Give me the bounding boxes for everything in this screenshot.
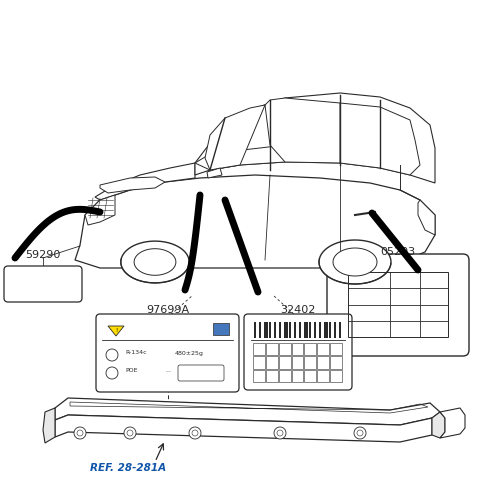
Polygon shape	[55, 415, 432, 442]
Bar	[299, 322, 301, 338]
Bar	[348, 272, 448, 337]
Polygon shape	[134, 248, 176, 275]
Bar	[266, 356, 278, 369]
Text: ...: ...	[165, 368, 171, 374]
Polygon shape	[265, 98, 340, 163]
Polygon shape	[207, 168, 222, 178]
Text: REF. 28-281A: REF. 28-281A	[90, 463, 166, 473]
Text: 32402: 32402	[280, 305, 316, 315]
Bar	[289, 322, 291, 338]
Polygon shape	[75, 175, 435, 268]
Bar	[309, 322, 311, 338]
Bar	[317, 356, 329, 369]
Bar	[266, 370, 278, 382]
Text: 05203: 05203	[381, 247, 416, 257]
Bar	[254, 322, 256, 338]
FancyBboxPatch shape	[178, 365, 224, 381]
Circle shape	[124, 427, 136, 439]
Bar	[339, 322, 341, 338]
Bar	[330, 356, 342, 369]
Polygon shape	[85, 195, 115, 225]
Text: !: !	[115, 328, 117, 332]
Text: POE: POE	[125, 368, 137, 374]
Text: R-134c: R-134c	[125, 350, 146, 355]
Polygon shape	[333, 248, 377, 276]
FancyBboxPatch shape	[327, 254, 469, 356]
Polygon shape	[55, 398, 440, 425]
Polygon shape	[205, 105, 265, 170]
Polygon shape	[108, 326, 124, 336]
Bar	[284, 322, 288, 338]
Circle shape	[74, 427, 86, 439]
Polygon shape	[440, 408, 465, 438]
Polygon shape	[418, 200, 435, 235]
Polygon shape	[319, 240, 391, 284]
Text: 97699A: 97699A	[146, 305, 189, 315]
Bar	[291, 370, 303, 382]
Bar	[329, 322, 331, 338]
Bar	[269, 322, 271, 338]
Bar	[304, 343, 316, 355]
Circle shape	[274, 427, 286, 439]
Bar	[259, 322, 261, 338]
Bar	[279, 322, 281, 338]
Bar	[334, 322, 336, 338]
Polygon shape	[43, 408, 55, 443]
Bar	[279, 370, 290, 382]
Text: 59290: 59290	[25, 250, 60, 260]
Polygon shape	[95, 163, 195, 200]
Bar	[279, 343, 290, 355]
Polygon shape	[100, 177, 165, 193]
Bar	[253, 370, 265, 382]
Polygon shape	[195, 145, 285, 170]
Bar	[314, 322, 316, 338]
FancyBboxPatch shape	[96, 314, 239, 392]
Bar	[294, 322, 296, 338]
Polygon shape	[121, 241, 189, 283]
Bar	[213, 323, 229, 335]
Bar	[274, 322, 276, 338]
Text: 480±25g: 480±25g	[175, 350, 204, 355]
Circle shape	[354, 427, 366, 439]
Bar	[291, 356, 303, 369]
Bar	[330, 370, 342, 382]
Bar	[324, 322, 327, 338]
FancyBboxPatch shape	[244, 314, 352, 390]
Polygon shape	[432, 412, 445, 438]
Polygon shape	[340, 103, 420, 175]
Bar	[253, 343, 265, 355]
Bar	[304, 322, 308, 338]
Bar	[304, 356, 316, 369]
Bar	[304, 370, 316, 382]
Bar	[264, 322, 267, 338]
Polygon shape	[195, 93, 435, 183]
FancyBboxPatch shape	[4, 266, 82, 302]
Bar	[266, 343, 278, 355]
Bar	[317, 370, 329, 382]
Bar	[330, 343, 342, 355]
Circle shape	[189, 427, 201, 439]
Bar	[319, 322, 321, 338]
Bar	[317, 343, 329, 355]
Bar	[291, 343, 303, 355]
Bar	[279, 356, 290, 369]
Bar	[253, 356, 265, 369]
